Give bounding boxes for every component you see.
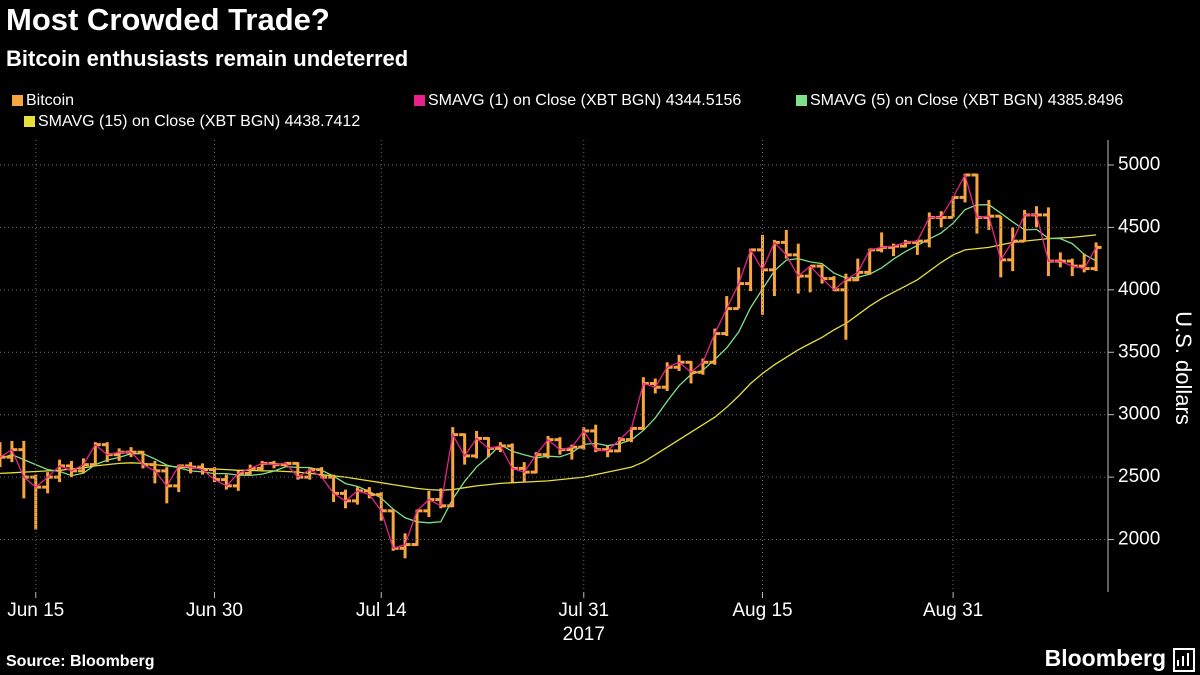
y-tick-label: 2500	[1118, 466, 1160, 487]
sma-line	[0, 204, 1097, 524]
legend-label: Bitcoin	[26, 92, 74, 109]
y-tick-label: 4500	[1118, 216, 1160, 237]
legend-swatch	[796, 95, 807, 106]
x-tick-label: Jun 30	[186, 600, 243, 621]
legend-swatch	[12, 95, 23, 106]
x-tick-label: Aug 31	[923, 600, 983, 621]
brand-icon-bars	[1177, 653, 1189, 666]
y-tick-label: 3000	[1118, 404, 1160, 425]
chart-subtitle: Bitcoin enthusiasts remain undeterred	[6, 46, 408, 71]
brand-icon	[1173, 648, 1195, 672]
x-year-label: 2017	[563, 624, 605, 645]
chart-title: Most Crowded Trade?	[6, 2, 330, 37]
brand: Bloomberg	[1045, 645, 1166, 671]
y-tick-label: 3500	[1118, 341, 1160, 362]
legend-label: SMAVG (5) on Close (XBT BGN) 4385.8496	[810, 92, 1123, 109]
x-tick-label: Jun 15	[7, 600, 64, 621]
legend-label: SMAVG (15) on Close (XBT BGN) 4438.7412	[38, 113, 360, 130]
y-tick-label: 4000	[1118, 279, 1160, 300]
x-tick-label: Jul 14	[356, 600, 407, 621]
y-tick-label: 5000	[1118, 154, 1160, 175]
x-tick-label: Jul 31	[558, 600, 609, 621]
legend-swatch	[414, 95, 425, 106]
sma-line	[0, 173, 1097, 550]
y-axis-label: U.S. dollars	[1171, 311, 1196, 425]
legend-swatch	[24, 116, 35, 127]
plot-area	[0, 173, 1102, 559]
legend-label: SMAVG (1) on Close (XBT BGN) 4344.5156	[428, 92, 741, 109]
source: Source: Bloomberg	[6, 653, 154, 670]
y-tick-label: 2000	[1118, 529, 1160, 550]
x-tick-label: Aug 15	[732, 600, 792, 621]
